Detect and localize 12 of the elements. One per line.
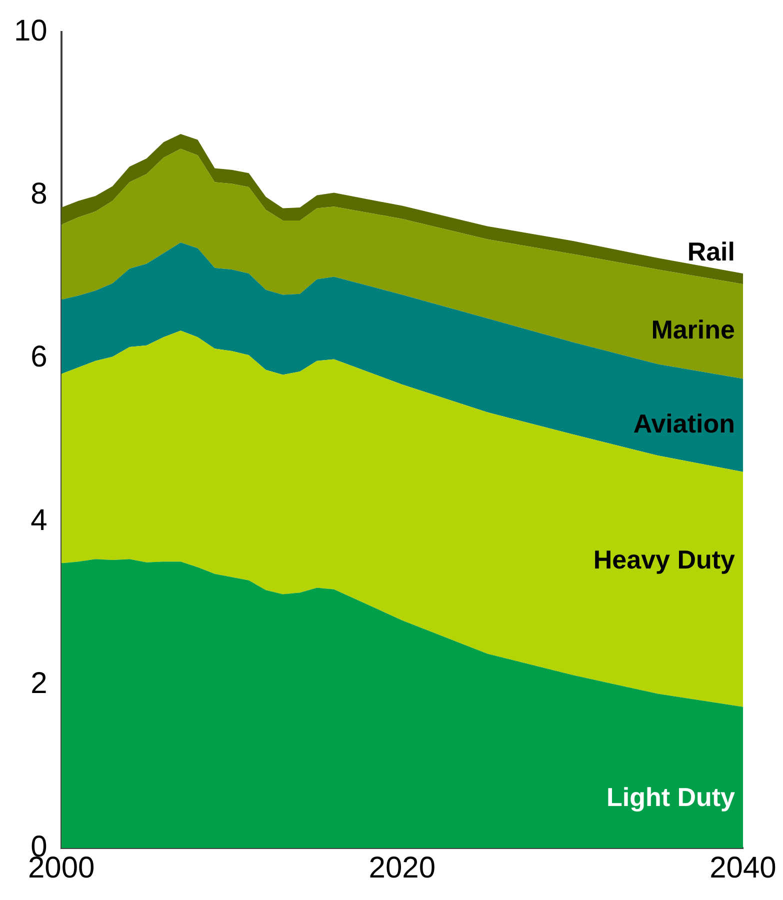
y-tick-label: 4 <box>30 504 48 537</box>
x-tick-label: 2020 <box>368 851 436 884</box>
series-label: Marine <box>651 314 735 345</box>
series-label: Aviation <box>633 408 735 438</box>
y-tick-label: 8 <box>30 177 48 210</box>
series-label: Rail <box>687 236 735 267</box>
series-label: Heavy Duty <box>593 544 736 574</box>
y-tick-label: 10 <box>14 14 48 48</box>
y-tick-label: 6 <box>30 340 48 374</box>
y-tick-label: 2 <box>30 667 48 700</box>
series-label: Light Duty <box>606 782 736 812</box>
x-tick-label: 2040 <box>710 851 776 884</box>
